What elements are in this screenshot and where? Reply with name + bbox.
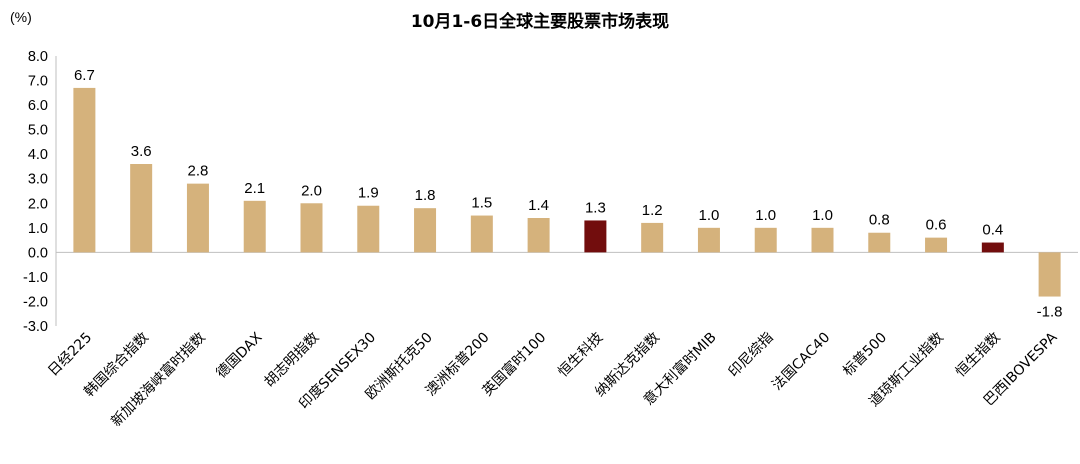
y-tick-label: 7.0	[28, 74, 48, 90]
data-label: 0.8	[869, 212, 890, 229]
bar	[584, 220, 607, 253]
data-label: 2.8	[188, 163, 209, 180]
bar	[73, 87, 96, 253]
data-label: 2.0	[301, 182, 322, 199]
chart-title: 10月1-6日全球主要股票市场表现	[411, 11, 669, 32]
data-labels-group: 6.7 3.6 2.8 2.1 2.0 1.9 1.8 1.5 1.4 1.3 1.2 1.0 1.0 1…	[74, 67, 1063, 321]
bar	[357, 205, 380, 253]
x-tick-label: 印尼综指	[726, 330, 777, 381]
x-tick-label: 法国CAC40	[769, 330, 833, 394]
bar	[641, 222, 664, 253]
x-tick-label: 标普500	[840, 330, 890, 380]
y-tick-label: -2.0	[23, 294, 48, 310]
y-tick-label: 0.0	[28, 245, 48, 261]
data-label: 1.9	[358, 185, 379, 202]
bars-group	[73, 87, 1061, 297]
bar	[527, 218, 550, 253]
bar	[925, 237, 948, 253]
y-tick-label: -1.0	[23, 270, 48, 286]
x-tick-label: 胡志明指数	[262, 330, 323, 391]
bar	[754, 227, 777, 253]
bar	[300, 203, 323, 253]
bar	[1038, 252, 1061, 297]
bar	[697, 227, 720, 253]
bar	[130, 164, 153, 253]
bar	[868, 232, 891, 253]
data-label: 1.0	[755, 207, 776, 224]
bar	[811, 227, 834, 253]
y-axis-unit: (%)	[10, 9, 32, 25]
y-tick-label: 3.0	[28, 172, 48, 188]
x-tick-label: 德国DAX	[213, 329, 265, 381]
bar	[414, 208, 437, 253]
bar	[243, 200, 266, 253]
data-label: 0.4	[982, 222, 1003, 239]
x-tick-label: 恒生科技	[555, 330, 606, 381]
y-tick-label: 6.0	[28, 98, 48, 114]
bar	[981, 242, 1004, 253]
x-tick-label: 恒生指数	[953, 330, 1004, 381]
y-tick-label: 5.0	[28, 123, 48, 139]
data-label: 2.1	[244, 180, 265, 197]
y-tick-label: 8.0	[28, 49, 48, 65]
data-label: 1.0	[699, 207, 720, 224]
data-label: 1.8	[415, 187, 436, 204]
y-tick-label: 4.0	[28, 147, 48, 163]
data-label: 0.6	[926, 217, 947, 234]
bar	[186, 183, 209, 253]
y-tick-label: -3.0	[23, 319, 48, 335]
x-tick-label: 新加坡海峡富时指数	[108, 329, 209, 430]
data-label: 3.6	[131, 143, 152, 160]
bar	[470, 215, 493, 253]
data-label: 1.5	[471, 195, 492, 212]
data-label: 1.3	[585, 199, 606, 216]
data-label: 1.2	[642, 202, 663, 219]
y-tick-label: 2.0	[28, 196, 48, 212]
y-tick-label: 1.0	[28, 221, 48, 237]
data-label: -1.8	[1037, 304, 1063, 321]
data-label: 1.0	[812, 207, 833, 224]
y-axis-ticks: 8.0 7.0 6.0 5.0 4.0 3.0 2.0 1.0 0.0 -1.0 -2.0 -3.0	[23, 49, 48, 335]
x-tick-label: 日经225	[45, 330, 95, 380]
data-label: 6.7	[74, 67, 95, 84]
data-label: 1.4	[528, 197, 549, 214]
